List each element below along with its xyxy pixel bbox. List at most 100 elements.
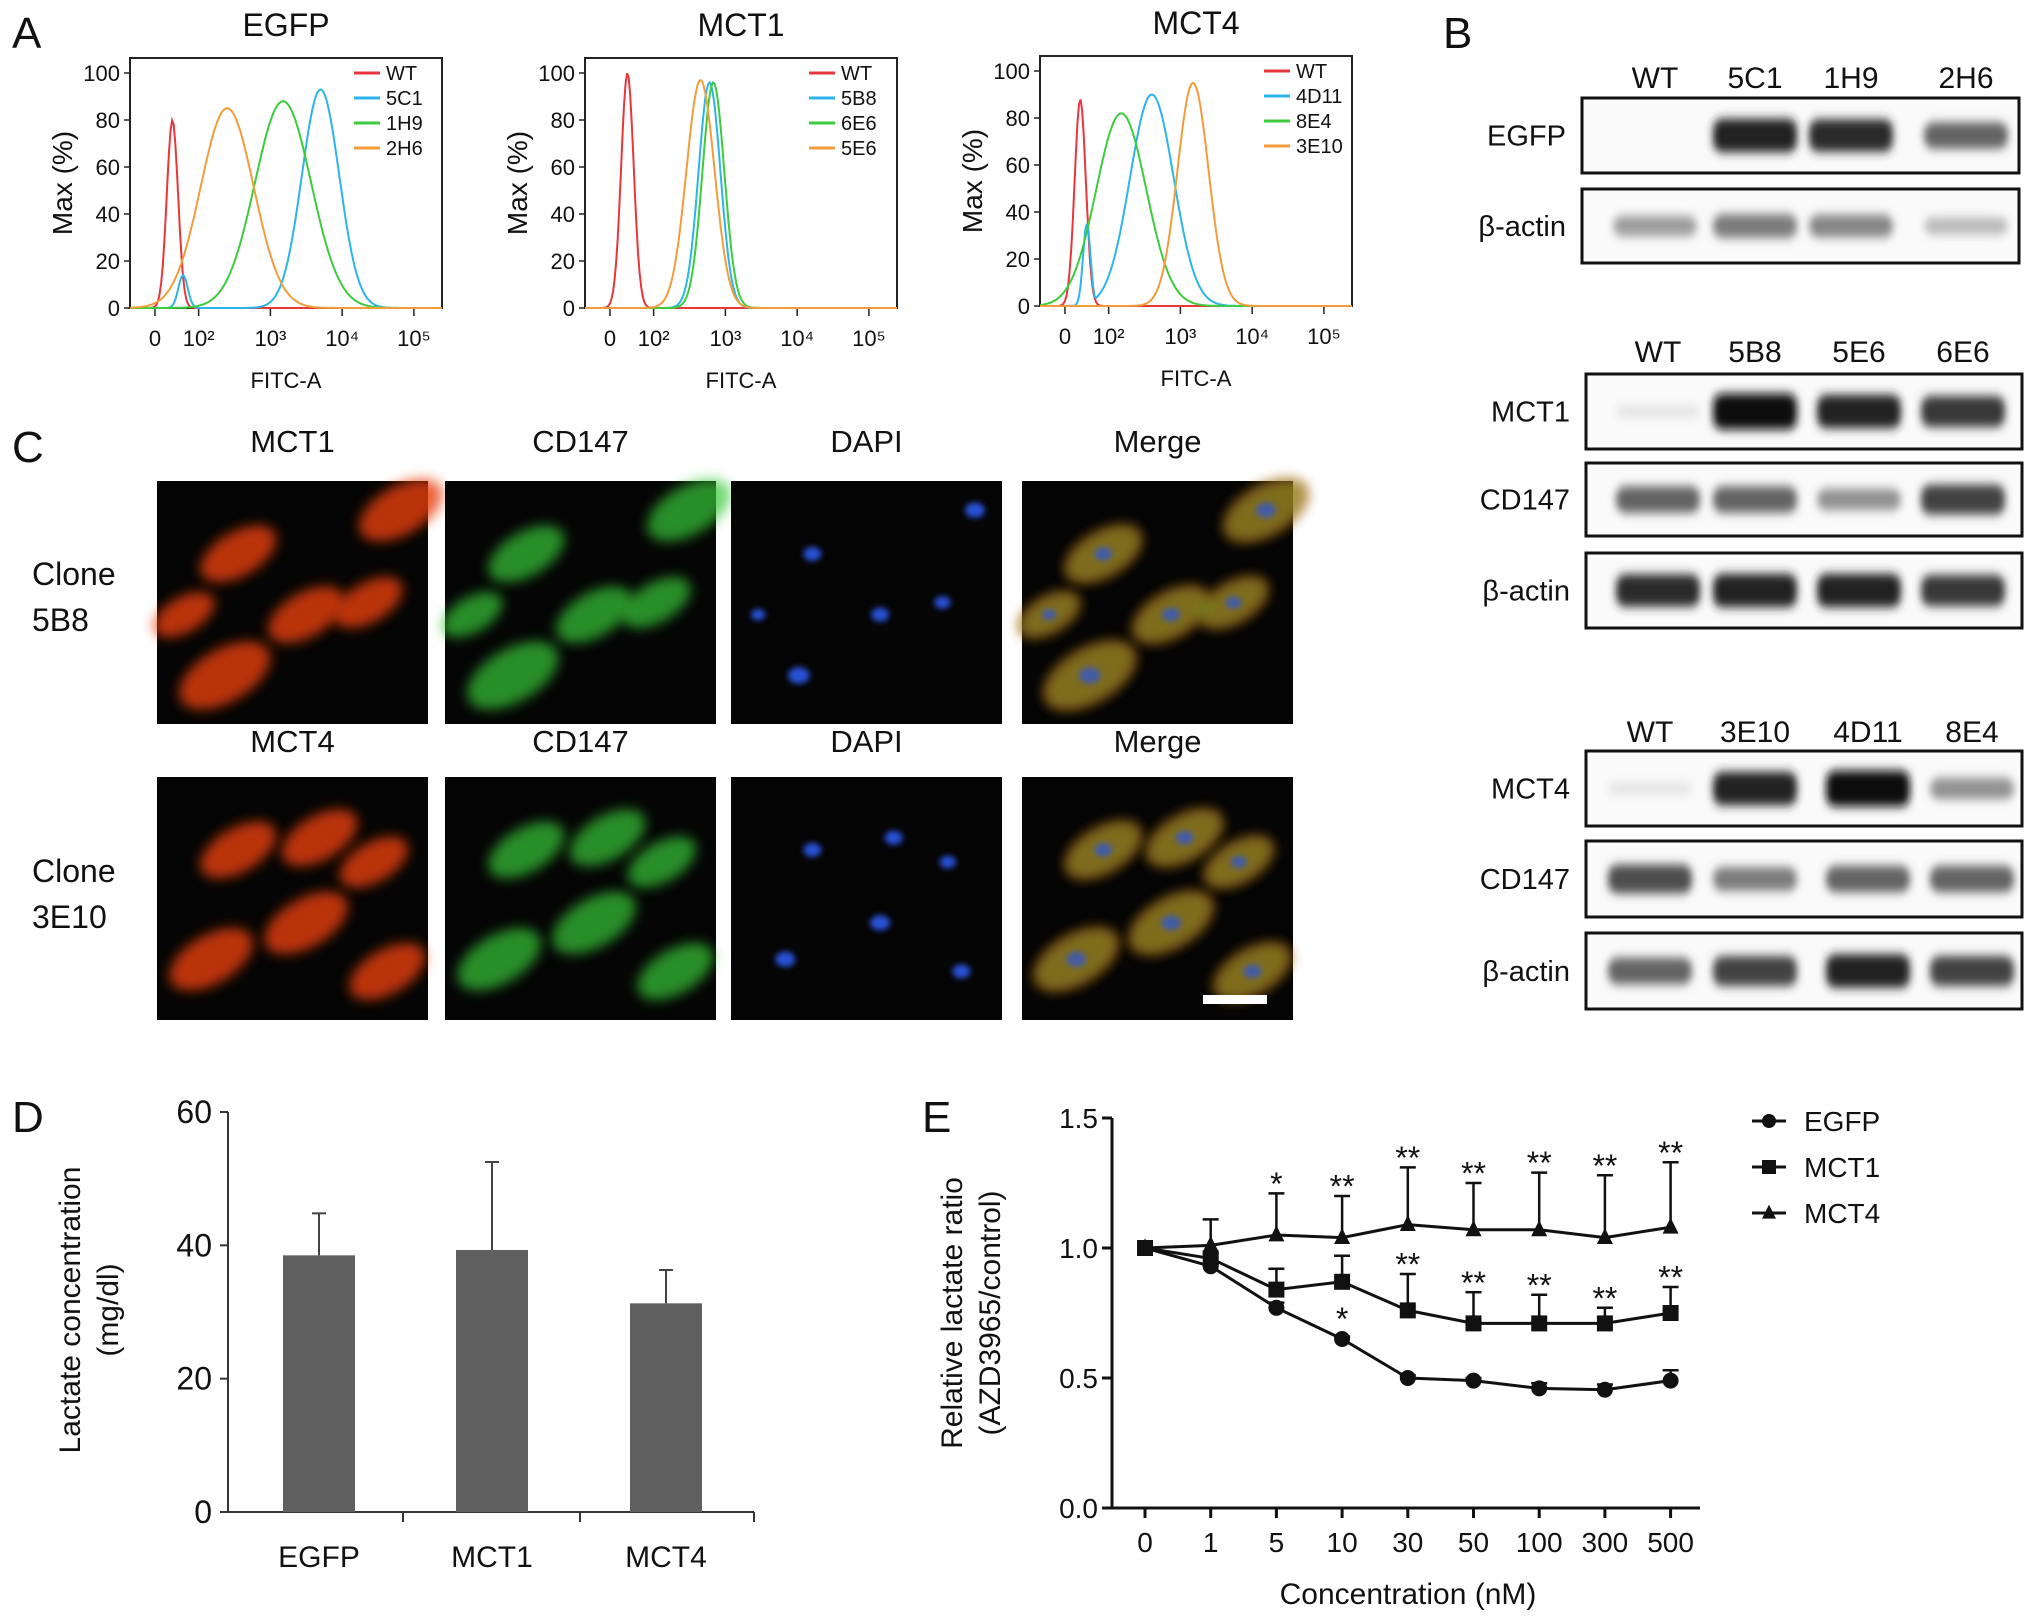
micrograph-row-1: Clone 5B8 MCT1 CD147 DAPI Merge (32, 424, 1308, 724)
y-axis-label: Max (%) (47, 131, 78, 235)
micrograph-cd147 (441, 478, 731, 724)
histogram-mct1: MCT1 0 20 40 60 80 100 0 10² 10³ 10⁴ 10⁵ FITC-A Max (… (502, 7, 898, 393)
nucleus (871, 607, 890, 622)
x-tick-label: 0 (604, 326, 616, 351)
cell (264, 891, 348, 954)
significance-marker: ** (1527, 1267, 1552, 1303)
micrograph-merge (1022, 777, 1293, 1020)
legend-label: 2H6 (386, 138, 423, 160)
histogram-egfp: EGFP 0 20 40 60 80 100 0 10² 10³ 10⁴ 10⁵ FITC-A Max (… (47, 7, 443, 393)
column-title: Merge (1114, 724, 1202, 759)
x-tick-label: 10 (1327, 1527, 1358, 1558)
category-label: EGFP (278, 1541, 360, 1574)
series-mct1 (1137, 1240, 1679, 1332)
legend-label: MCT1 (1804, 1152, 1880, 1183)
blot-band (1608, 782, 1692, 795)
y-tick-label: 20 (96, 249, 120, 274)
y-tick-label: 0 (1018, 294, 1030, 319)
cell (622, 576, 691, 629)
lane-label: WT (1632, 62, 1679, 95)
y-tick-label: 20 (1006, 247, 1030, 272)
x-tick-label: 1 (1203, 1527, 1219, 1558)
significance-marker: ** (1592, 1148, 1617, 1184)
nucleus (934, 596, 951, 609)
data-point (1334, 1228, 1351, 1244)
y-tick-label: 0 (108, 296, 120, 321)
nucleus (1078, 667, 1101, 684)
y-tick-label: 40 (551, 202, 575, 227)
lane-label: WT (1627, 716, 1674, 749)
blot-band (1930, 777, 2014, 800)
cell (179, 641, 271, 710)
micrograph-merge (1018, 478, 1308, 724)
bar-mct4 (630, 1303, 702, 1512)
lane-label: 4D11 (1833, 716, 1903, 749)
x-tick-label: 10³ (1165, 324, 1197, 349)
y-tick-label: 0 (194, 1494, 212, 1530)
data-point (1399, 1370, 1416, 1386)
cell (552, 891, 636, 954)
cell (441, 591, 503, 638)
blot-row-label: β-actin (1478, 211, 1566, 243)
blot-band (1713, 118, 1797, 153)
nucleus (1230, 855, 1247, 869)
histogram-curve-5e6 (585, 78, 897, 309)
panel-label-d: D (12, 1093, 44, 1142)
y-tick-label: 80 (96, 108, 120, 133)
nucleus (1041, 609, 1057, 621)
y-tick-label: 40 (96, 202, 120, 227)
y-axis-label: (AZD3965/control) (974, 1190, 1007, 1435)
blot-band (1924, 122, 2008, 149)
blot-band (1616, 486, 1700, 513)
cell (334, 576, 403, 629)
legend-label: MCT4 (1804, 1198, 1880, 1229)
column-title: DAPI (830, 424, 902, 459)
data-point (1531, 1315, 1548, 1332)
x-axis-label: FITC-A (251, 368, 322, 393)
y-axis-label: Relative lactate ratio (936, 1177, 969, 1449)
nucleus (1094, 842, 1113, 857)
y-tick-label: 40 (1006, 200, 1030, 225)
bar-egfp (283, 1255, 355, 1512)
x-axis-label: Concentration (nM) (1280, 1578, 1537, 1611)
x-tick-label: 500 (1647, 1527, 1694, 1558)
cell (556, 586, 633, 644)
scale-bar (1203, 995, 1267, 1004)
legend-label: EGFP (1804, 1106, 1880, 1137)
significance-marker: ** (1592, 1280, 1617, 1316)
blot-band (1713, 771, 1797, 806)
cell (627, 836, 697, 888)
y-tick-label: 100 (993, 59, 1030, 84)
significance-marker: ** (1395, 1247, 1420, 1283)
blot-row-label: CD147 (1480, 485, 1570, 517)
row-label: 5B8 (32, 602, 89, 638)
data-point (1202, 1250, 1219, 1267)
nucleus (1243, 964, 1262, 979)
nucleus (803, 546, 822, 561)
data-point (1465, 1315, 1482, 1332)
panel-b-western-blots: WT 5C1 1H9 2H6 EGFP β-actin WT 5B8 5E6 6E6 MCT1 CD1… (1478, 62, 2024, 1011)
lane-label: 1H9 (1823, 62, 1878, 95)
blot-band (1921, 574, 2005, 607)
legend-label: 3E10 (1296, 136, 1343, 158)
row-label: Clone (32, 556, 116, 592)
blot-band (1613, 215, 1697, 237)
lane-label: WT (1635, 336, 1682, 369)
blot-band (1930, 865, 2014, 893)
cell (200, 821, 277, 879)
x-tick-label: 100 (1516, 1527, 1563, 1558)
legend-label: 5E6 (841, 138, 877, 160)
data-point (1268, 1299, 1285, 1316)
data-point (1268, 1225, 1285, 1242)
y-tick-label: 80 (1006, 106, 1030, 131)
y-tick-label: 80 (551, 108, 575, 133)
micrograph-row-2: Clone 3E10 MCT4 CD147 DAPI Merge (32, 724, 1293, 1020)
blot-band (1826, 954, 1910, 988)
panel-label-e: E (922, 1093, 951, 1142)
micrograph-background (731, 777, 1002, 1020)
blot-band (1921, 484, 2005, 515)
blot-band (1713, 956, 1797, 986)
lane-label: 2H6 (1938, 62, 1993, 95)
significance-marker: * (1336, 1301, 1348, 1337)
